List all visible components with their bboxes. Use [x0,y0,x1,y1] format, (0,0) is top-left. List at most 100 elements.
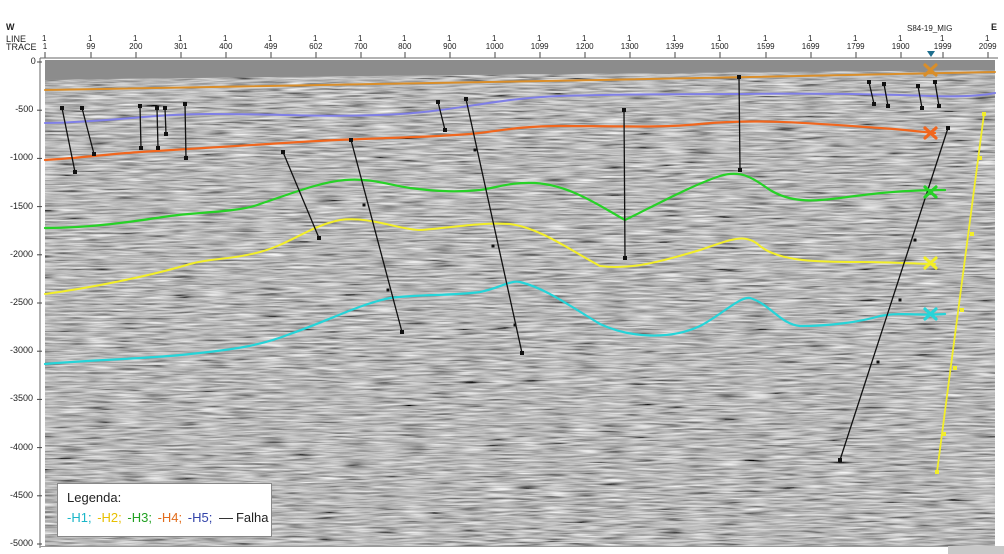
fault-node [163,106,167,110]
fault-node [920,106,924,110]
trace-tick-label: 900 [443,42,457,51]
fault-line[interactable] [839,127,949,461]
line-tick-label: 1 [88,34,93,43]
horizon-h4[interactable] [43,120,937,162]
trace-tick-label: 1399 [665,42,684,51]
well-node [970,232,974,236]
fault-node [281,150,285,154]
legend-title: Legenda: [67,490,122,505]
horizon-h1[interactable] [43,280,947,366]
line-tick-label: 1 [42,34,47,43]
line-tick-label: 1 [223,34,228,43]
fault-node [139,146,143,150]
fault-line[interactable] [465,98,523,354]
line-tick-label: 1 [672,34,677,43]
well-node [978,156,982,160]
horizontal-scrollbar-thumb[interactable] [948,546,1004,554]
faults-layer [60,75,950,462]
fault-line[interactable] [61,107,76,173]
legend-box: Legenda: -H1; -H2; -H3; -H4; -H5; Falha [57,483,272,537]
fault-node [867,80,871,84]
trace-tick-label: 1999 [933,42,952,51]
horizon-h3[interactable] [43,172,947,230]
horizon-h5[interactable] [44,92,996,124]
fault-node [738,168,742,172]
fault-node [155,106,159,110]
axes-frame [37,51,998,548]
line-tick-label: 1 [898,34,903,43]
fault-node [362,203,366,207]
top-well-tie-marker [923,63,938,77]
well-name-label: S84-19_MIG [907,24,953,33]
fault-line[interactable] [156,107,159,149]
depth-tick-label: -1000 [10,152,34,163]
legend-fault-line-icon [218,518,233,520]
fault-line[interactable] [934,81,940,107]
fault-node [473,148,477,152]
fault-node [898,298,902,302]
line-tick-label: 1 [133,34,138,43]
trace-tick-label: 2099 [978,42,997,51]
trace-tick-label: 1 [42,42,48,51]
fault-line[interactable] [883,83,889,107]
fault-line[interactable] [917,85,923,109]
trace-tick-label: 1300 [620,42,639,51]
legend-item-h1: -H1; [67,510,92,525]
trace-tick-label: 400 [219,42,233,51]
line-tick-label: 1 [313,34,318,43]
fault-line[interactable] [437,101,446,131]
fault-line[interactable] [81,107,95,155]
well-node [982,112,986,116]
fault-line[interactable] [868,81,875,105]
fault-node [937,104,941,108]
well-path[interactable] [936,113,985,473]
fault-node [92,152,96,156]
h1-well-tie-marker [923,307,938,321]
trace-tick-label: 1599 [756,42,775,51]
line-tick-label: 1 [447,34,452,43]
trace-tick-label: 1200 [575,42,594,51]
fault-node [349,138,353,142]
fault-node [886,104,890,108]
fault-line[interactable] [738,76,741,171]
fault-node [872,102,876,106]
fault-line[interactable] [139,105,142,149]
fault-node [464,97,468,101]
fault-node [184,156,188,160]
section-bottom-border [40,546,948,547]
fault-line[interactable] [282,151,320,239]
fault-line[interactable] [164,107,167,135]
depth-tick-label: 0 [30,56,36,66]
fault-node [400,330,404,334]
west-label: W [6,22,15,32]
depth-tick-label: -2000 [10,248,34,259]
line-tick-label: 1 [627,34,632,43]
line-label: LINE [6,34,27,44]
trace-tick-label: 1099 [530,42,549,51]
trace-tick-label: 1799 [846,42,865,51]
line-tick-label: 1 [402,34,407,43]
fault-line[interactable] [623,109,626,259]
fault-node [916,84,920,88]
legend-item-h4: -H4; [157,510,183,525]
fault-node [80,106,84,110]
trace-tick-label: 602 [309,42,323,51]
fault-node [443,128,447,132]
trace-tick-label: 1900 [891,42,910,51]
horizon-h2[interactable] [44,218,936,295]
fault-line[interactable] [184,103,187,159]
trace-tick-label: 800 [398,42,412,51]
fault-node [138,104,142,108]
seismic-background [45,60,995,546]
horizon-top[interactable] [44,71,996,91]
depth-tick-label: -500 [15,104,34,115]
line-tick-label: 1 [717,34,722,43]
well-node [935,470,939,474]
fault-line[interactable] [350,139,403,333]
line-tick-label: 1 [358,34,363,43]
legend-fault-label: Falha [235,510,269,525]
depth-tick-label: -5000 [10,538,34,548]
fault-node [436,100,440,104]
